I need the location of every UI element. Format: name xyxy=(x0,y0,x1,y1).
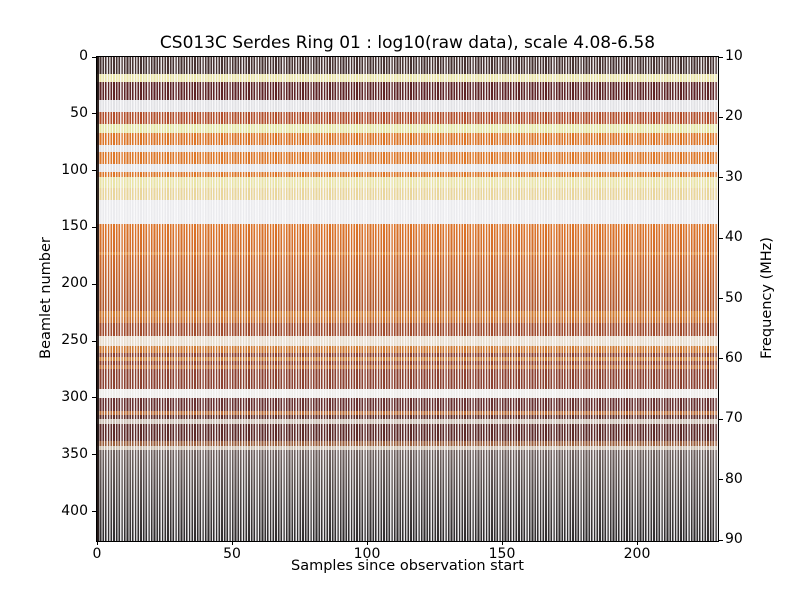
y-tick-mark-right xyxy=(719,56,723,58)
y-tick-mark-right xyxy=(719,298,723,299)
y-tick-label-right: 60 xyxy=(725,349,743,366)
y-tick-mark-left xyxy=(92,454,96,456)
y-tick-mark-right xyxy=(719,418,723,420)
y-axis-label-right: Frequency (MHz) xyxy=(759,237,775,359)
plot-title: CS013C Serdes Ring 01 : log10(raw data),… xyxy=(159,33,656,53)
x-tick-label: 100 xyxy=(353,546,381,562)
y-tick-mark-right xyxy=(719,237,723,239)
y-tick-label-left: 300 xyxy=(61,388,88,405)
x-tick-mark xyxy=(636,541,638,545)
y-tick-mark-left xyxy=(92,56,96,58)
y-tick-mark-left xyxy=(92,170,96,172)
y-tick-label-right: 30 xyxy=(725,168,743,185)
y-tick-mark-left xyxy=(92,113,96,115)
y-tick-mark-right xyxy=(719,479,723,481)
y-tick-mark-left xyxy=(92,511,96,513)
y-tick-label-left: 50 xyxy=(70,104,88,121)
y-tick-label-right: 40 xyxy=(725,229,743,246)
x-tick-label: 0 xyxy=(92,546,102,562)
x-tick-label: 50 xyxy=(223,546,241,562)
y-tick-mark-right xyxy=(719,358,723,360)
y-tick-mark-right xyxy=(719,539,723,541)
y-tick-label-left: 100 xyxy=(61,161,88,178)
x-tick-mark xyxy=(501,541,503,545)
y-tick-label-left: 0 xyxy=(79,48,88,64)
y-tick-mark-right xyxy=(719,177,723,179)
y-tick-mark-left xyxy=(92,397,96,399)
first-sample-column xyxy=(97,57,100,541)
x-tick-mark xyxy=(231,541,233,545)
x-tick-mark xyxy=(366,541,368,545)
x-tick-mark xyxy=(96,541,98,545)
y-tick-mark-left xyxy=(92,340,96,342)
x-tick-label: 150 xyxy=(488,546,516,562)
x-tick-label: 200 xyxy=(623,546,651,562)
y-tick-label-right: 70 xyxy=(725,410,743,427)
y-tick-label-right: 20 xyxy=(725,108,743,125)
y-tick-label-left: 200 xyxy=(61,275,88,292)
y-tick-label-right: 90 xyxy=(725,531,743,547)
y-tick-mark-left xyxy=(92,226,96,228)
x-axis-label: Samples since observation start xyxy=(291,558,524,574)
y-tick-label-left: 350 xyxy=(61,445,88,462)
heatmap-plot-area xyxy=(96,56,719,542)
sample-stripes-overlay xyxy=(97,57,718,541)
y-tick-label-left: 250 xyxy=(61,332,88,349)
y-tick-label-right: 50 xyxy=(725,289,743,306)
y-tick-label-left: 150 xyxy=(61,218,88,235)
y-tick-label-left: 400 xyxy=(61,502,88,519)
y-tick-mark-right xyxy=(719,116,723,118)
y-tick-label-right: 10 xyxy=(725,48,743,64)
y-tick-mark-left xyxy=(92,283,96,285)
y-tick-label-right: 80 xyxy=(725,470,743,487)
